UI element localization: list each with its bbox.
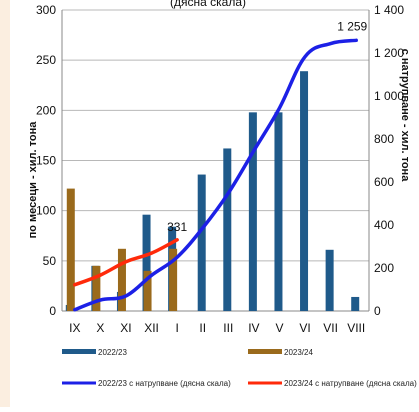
- legend-label: 2022/23: [98, 348, 127, 357]
- y-tick-label-left: 50: [43, 254, 57, 268]
- legend-label: 2023/24 с натрупване (дясна скала): [284, 379, 417, 388]
- legend-label: 2022/23 с натрупване (дясна скала): [98, 379, 231, 388]
- lines: [73, 38, 358, 312]
- bar-2022-23: [223, 148, 232, 311]
- bar-2023-24: [92, 265, 101, 311]
- y-tick-label-right: 1 200: [374, 46, 404, 60]
- x-tick-label: I: [175, 321, 178, 335]
- data-label-331: 331: [167, 220, 187, 234]
- bar-2023-24: [66, 188, 75, 311]
- chart-title: (дясна скала): [170, 0, 246, 9]
- bar-2022-23: [197, 174, 206, 311]
- bar-2022-23: [142, 214, 151, 311]
- y-tick-label-right: 400: [374, 218, 394, 232]
- bar-2022-23: [274, 112, 283, 311]
- x-tick-label: VI: [299, 321, 310, 335]
- y-tick-label-left: 0: [49, 304, 56, 318]
- y-tick-label-left: 200: [36, 103, 56, 117]
- x-tick-label: XII: [144, 321, 159, 335]
- x-tick-label: III: [223, 321, 233, 335]
- x-tick-label: V: [275, 321, 283, 335]
- y-tick-label-right: 0: [374, 304, 381, 318]
- annotations: 1 259 331: [167, 19, 367, 234]
- x-tick-label: IX: [69, 321, 80, 335]
- x-tick-label: IV: [248, 321, 259, 335]
- legend-swatch: [62, 349, 96, 354]
- x-tick-label: II: [199, 321, 206, 335]
- x-tick-label: VIII: [347, 321, 365, 335]
- bar-2023-24: [169, 248, 178, 311]
- bar-2023-24: [143, 270, 152, 311]
- bars: [65, 71, 360, 311]
- line-2022-23-cumulative: [73, 38, 358, 312]
- bar-2022-23: [351, 296, 360, 311]
- y-tick-label-left: 250: [36, 53, 56, 67]
- y-tick-label-right: 1 400: [374, 3, 404, 17]
- axes: [61, 10, 370, 312]
- data-label-1259: 1 259: [337, 19, 367, 33]
- y-tick-label-right: 1 000: [374, 89, 404, 103]
- gridlines: [62, 9, 369, 312]
- y-tick-label-right: 600: [374, 175, 394, 189]
- x-tick-label: VII: [323, 321, 338, 335]
- legend: 2022/23 2023/24 2022/23 с натрупване (дясн…: [62, 348, 417, 388]
- bar-2022-23: [325, 249, 334, 311]
- bar-2022-23: [248, 112, 257, 311]
- y-tick-label-left: 100: [36, 204, 56, 218]
- bar-2023-24: [117, 248, 126, 311]
- y-tick-label-left: 150: [36, 154, 56, 168]
- line-2023-24-cumulative: [73, 238, 179, 287]
- y-tick-label-right: 200: [374, 261, 394, 275]
- y-axis-label-right: с натрупване - хил. тона: [399, 49, 411, 183]
- bar-2022-23: [300, 71, 309, 311]
- legend-label: 2023/24: [284, 348, 313, 357]
- x-tick-label: XI: [120, 321, 131, 335]
- legend-swatch: [248, 349, 282, 354]
- left-margin-strip: [0, 0, 10, 407]
- y-tick-label-left: 300: [36, 3, 56, 17]
- y-tick-label-right: 800: [374, 132, 394, 146]
- tick-labels: 0 50 100 150 200 250 300 0 200 400 600 800 1 000 1 20…: [36, 3, 404, 335]
- x-tick-label: X: [96, 321, 104, 335]
- y-axis-label-left: по месеци - хил. тона: [27, 121, 39, 239]
